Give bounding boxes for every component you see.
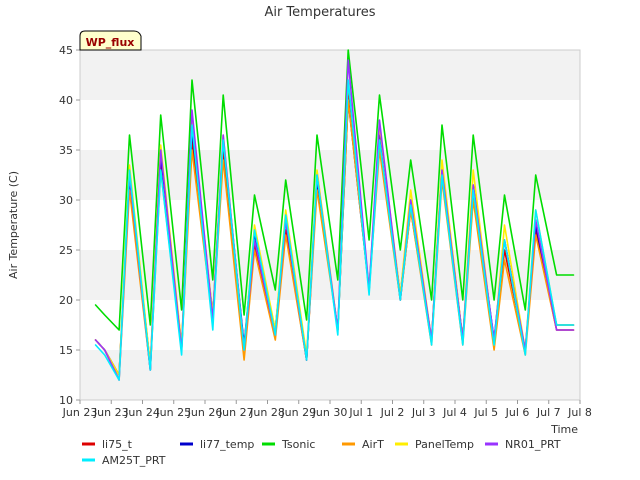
legend-item-li77-temp: li77_temp <box>180 438 254 451</box>
x-tick-label: Jun 30 <box>312 406 348 419</box>
legend-label: AirT <box>362 438 384 451</box>
x-tick-label: Jul 5 <box>473 406 498 419</box>
series-line-am25t-prt <box>94 79 575 381</box>
y-tick-label: 40 <box>59 94 73 107</box>
x-tick-label: Jul 3 <box>411 406 436 419</box>
site-badge: WP_flux <box>79 30 142 51</box>
x-tick-label: Jul 2 <box>380 406 405 419</box>
legend-label: Tsonic <box>281 438 315 451</box>
x-tick-label: Jun 28 <box>249 406 285 419</box>
legend-label: NR01_PRT <box>505 438 561 451</box>
badge-shape <box>79 30 142 51</box>
x-axis-label: Time <box>550 423 578 436</box>
x-tick-label: Jul 6 <box>505 406 530 419</box>
x-tick-label: Jun 27 <box>218 406 254 419</box>
x-tick-label: Jun 29 <box>280 406 316 419</box>
x-tick-label: Jun 25 <box>155 406 191 419</box>
y-tick-label: 45 <box>59 44 73 57</box>
legend-label: AM25T_PRT <box>102 454 166 467</box>
legend-item-nr01-prt: NR01_PRT <box>485 438 561 451</box>
legend-label: li75_t <box>102 438 133 451</box>
y-tick-label: 35 <box>59 144 73 157</box>
x-tick-label: Jul 7 <box>536 406 561 419</box>
grid-band <box>80 150 580 200</box>
x-tick-label: Jul 4 <box>442 406 467 419</box>
legend-item-paneltemp: PanelTemp <box>395 438 474 451</box>
y-axis-label: Air Temperature (C) <box>7 171 20 279</box>
legend-item-am25t-prt: AM25T_PRT <box>82 454 166 467</box>
legend-item-airt: AirT <box>342 438 384 451</box>
x-tick-label: Jun 26 <box>187 406 223 419</box>
y-tick-label: 25 <box>59 244 73 257</box>
legend-item-li75-t: li75_t <box>82 438 133 451</box>
y-tick-label: 30 <box>59 194 73 207</box>
series-line-tsonic <box>94 49 575 331</box>
series-line-li77-temp <box>94 99 575 376</box>
legend: li75_t li77_temp Tsonic AirT PanelTemp NR01_P… <box>82 438 561 467</box>
y-axis-ticks: 10 15 20 25 30 35 40 45 <box>59 44 80 407</box>
y-tick-label: 20 <box>59 294 73 307</box>
series-layer <box>94 49 575 381</box>
x-tick-label: Jun 24 <box>124 406 160 419</box>
y-tick-label: 15 <box>59 344 73 357</box>
legend-label: li77_temp <box>200 438 254 451</box>
legend-item-tsonic: Tsonic <box>262 438 315 451</box>
grid-band <box>80 50 580 100</box>
x-tick-label: Jul 1 <box>348 406 373 419</box>
x-tick-label: Jun 23 <box>93 406 129 419</box>
legend-label: PanelTemp <box>415 438 474 451</box>
badge-label: WP_flux <box>86 36 135 49</box>
chart-title: Air Temperatures <box>264 5 375 20</box>
y-tick-label: 10 <box>59 394 73 407</box>
grid-band <box>80 350 580 400</box>
series-line-airt <box>94 99 575 381</box>
x-tick-label: Jun 23 <box>62 406 98 419</box>
x-tick-label: Jul 8 <box>567 406 592 419</box>
